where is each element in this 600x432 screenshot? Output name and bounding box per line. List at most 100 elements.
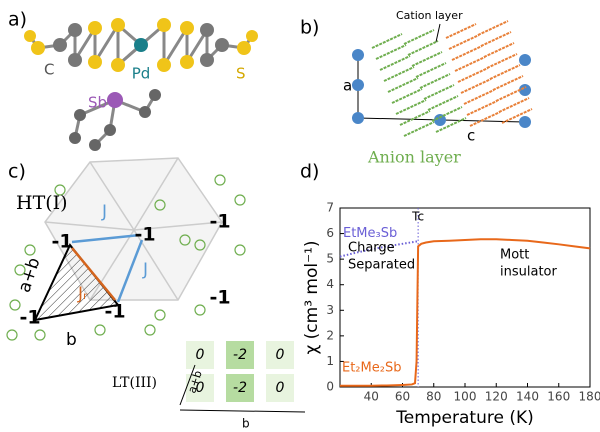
cation-layer: [445, 23, 477, 39]
charge: 0: [276, 347, 285, 363]
molecule: [144, 324, 156, 336]
atom: [134, 38, 148, 52]
cell: [266, 374, 294, 402]
atom: [89, 139, 101, 151]
edge-label: a+b: [14, 255, 44, 295]
cation: [352, 49, 364, 61]
coupling-label: J: [142, 260, 148, 280]
y-tick-label: 0: [326, 380, 334, 394]
chart: 0 1 2 3 4 5 6 7 40 60 80 100 120 140 160 180 Temperature…: [302, 201, 600, 429]
atom: [180, 21, 194, 35]
decorations: -1 -1 -1 -1 -1 -1 0 -2 0 0 -2 0: [6, 18, 533, 413]
cation-layer: [469, 111, 501, 127]
atom: [149, 89, 161, 101]
molecule: [214, 174, 226, 186]
coupling: [71, 233, 141, 244]
atom: [246, 30, 258, 42]
annotation: Mott: [500, 248, 529, 263]
atom: [139, 106, 151, 118]
anion: [371, 33, 403, 49]
molecule: [154, 199, 166, 211]
atom: [107, 92, 123, 108]
atom: [200, 23, 214, 37]
annotation: Charge: [348, 241, 395, 256]
cation-layer: [454, 56, 486, 72]
cation: [519, 84, 531, 96]
cation-layer: [498, 97, 530, 113]
atom: [215, 38, 229, 52]
charge: 0: [196, 347, 205, 363]
cation-layer: [501, 108, 533, 124]
anion: [395, 99, 427, 115]
lattice: [44, 221, 135, 231]
x-tick-label: 180: [579, 390, 600, 404]
atom: [104, 124, 116, 136]
anion: [407, 40, 439, 56]
coupling-label: Jᵣ: [77, 284, 88, 304]
y-tick-label: 5: [326, 252, 334, 266]
atom: [88, 55, 102, 69]
cation-layer: [451, 45, 483, 61]
molecule: [6, 329, 18, 341]
cation: [352, 79, 364, 91]
axis-label: b: [242, 417, 250, 431]
atom: [200, 53, 214, 67]
cation-layer: [492, 75, 524, 91]
x-tick-label: 120: [485, 390, 508, 404]
y-tick-label: 1: [326, 354, 334, 368]
atom-label: Sb: [88, 94, 107, 112]
anion: [435, 117, 467, 133]
charge: 0: [196, 380, 205, 396]
anion: [427, 95, 459, 111]
coupling: [71, 247, 116, 301]
anion: [387, 77, 419, 93]
charge: -1: [51, 231, 72, 253]
molecule: [194, 239, 206, 251]
charge: -2: [233, 380, 247, 396]
anion: [383, 66, 415, 82]
panel-label: c): [8, 161, 26, 183]
molecule: [24, 244, 36, 256]
series-line: [340, 238, 591, 387]
anion: [419, 73, 451, 89]
annotation: Anion layer: [367, 148, 461, 167]
annotation: Separated: [348, 258, 415, 273]
axis-label: a: [343, 77, 352, 95]
atom: [111, 18, 125, 32]
phase-label: HT(I): [16, 192, 68, 214]
anion: [391, 88, 423, 104]
x-tick-label: 140: [516, 390, 539, 404]
lattice: [133, 221, 223, 231]
edge-label: b: [66, 330, 77, 350]
cell: [186, 374, 214, 402]
anion: [403, 121, 435, 137]
tc-label: Tc: [411, 210, 424, 224]
cation-layer: [448, 34, 480, 50]
x-tick-label: 60: [395, 390, 410, 404]
x-axis-title: Temperature (K): [395, 408, 534, 428]
charge: -1: [19, 307, 40, 329]
atom: [157, 58, 171, 72]
cation-layer: [489, 64, 521, 80]
cell: [186, 341, 214, 369]
x-tick-label: 40: [364, 390, 379, 404]
charge: -1: [209, 211, 230, 233]
charge: -1: [104, 301, 125, 323]
molecule: [234, 244, 246, 256]
y-axis-title: χ (cm³ mol⁻¹): [302, 240, 322, 354]
lattice: [133, 157, 179, 231]
anion: [379, 55, 411, 71]
y-tick-label: 6: [326, 226, 334, 240]
cation: [434, 114, 446, 126]
atom: [74, 109, 86, 121]
panel-label: b): [300, 17, 319, 39]
axis-arrow: [179, 364, 196, 406]
x-tick-label: 100: [454, 390, 477, 404]
atom: [68, 23, 82, 37]
charge: 0: [276, 380, 285, 396]
cation-layer: [460, 78, 492, 94]
series-line: [339, 240, 419, 258]
atom-label: S: [236, 65, 246, 83]
molecule: [194, 304, 206, 316]
